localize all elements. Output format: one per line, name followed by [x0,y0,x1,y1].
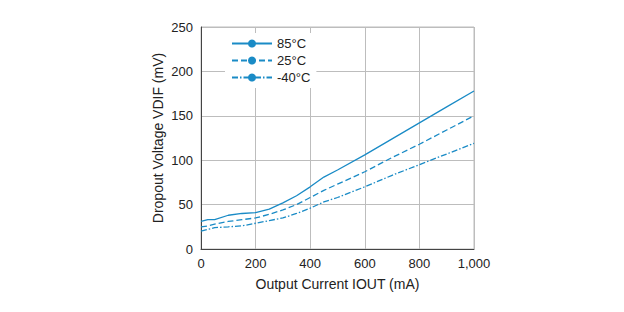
svg-text:Output Current IOUT (mA): Output Current IOUT (mA) [256,276,420,292]
svg-text:0: 0 [197,256,204,271]
svg-text:800: 800 [409,256,431,271]
svg-text:200: 200 [171,64,193,79]
svg-text:100: 100 [171,153,193,168]
svg-text:Dropout Voltage VDIF (mV): Dropout Voltage VDIF (mV) [150,53,166,223]
svg-text:200: 200 [245,256,267,271]
svg-text:400: 400 [299,256,321,271]
svg-text:50: 50 [179,197,193,212]
svg-text:-40°C: -40°C [277,70,310,85]
svg-text:250: 250 [171,20,193,35]
svg-text:0: 0 [186,242,193,257]
svg-text:85°C: 85°C [277,36,306,51]
svg-text:25°C: 25°C [277,53,306,68]
svg-text:150: 150 [171,108,193,123]
svg-text:1,000: 1,000 [458,256,491,271]
svg-text:600: 600 [354,256,376,271]
